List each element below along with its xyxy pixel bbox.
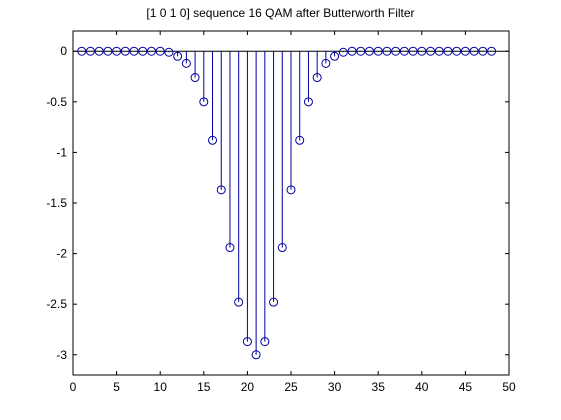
markers [77, 46, 497, 360]
stem-marker [225, 243, 235, 253]
stem-marker [295, 135, 305, 145]
stem-marker [260, 337, 270, 347]
stem-marker [112, 46, 122, 56]
y-tick-label: -3 [56, 348, 67, 362]
stem-marker [286, 185, 296, 195]
stem-marker [120, 46, 130, 56]
x-tick-label: 10 [154, 380, 168, 394]
stem-marker [478, 46, 488, 56]
x-tick-label: 50 [502, 380, 516, 394]
stem-marker [321, 58, 331, 68]
stem-marker [208, 135, 218, 145]
stem-marker [242, 337, 252, 347]
stem-marker [364, 46, 374, 56]
stem-marker [85, 46, 95, 56]
stem-marker [138, 46, 148, 56]
stem-marker [173, 51, 183, 61]
x-axis-ticks: 0 5 10 15 20 25 30 35 40 45 50 [70, 31, 516, 394]
x-tick-label: 15 [197, 380, 211, 394]
y-tick-label: -1.5 [46, 196, 67, 210]
stem-marker [146, 46, 156, 56]
stem-marker [426, 46, 436, 56]
stem-marker [487, 46, 497, 56]
stem-marker [399, 46, 409, 56]
y-tick-label: -2.5 [46, 297, 67, 311]
y-tick-label: -0.5 [46, 95, 67, 109]
stem-marker [452, 46, 462, 56]
x-tick-label: 25 [284, 380, 298, 394]
stem-marker [190, 73, 200, 83]
stem-marker [391, 46, 401, 56]
stem-marker [155, 46, 165, 56]
stem-marker [382, 46, 392, 56]
stem-marker [338, 47, 348, 57]
chart-title: [1 0 1 0] sequence 16 QAM after Butterwo… [146, 6, 415, 20]
y-tick-label: -2 [56, 247, 67, 261]
stem-marker [234, 297, 244, 307]
stem-marker [277, 243, 287, 253]
stem-marker [434, 46, 444, 56]
stem-marker [408, 46, 418, 56]
y-tick-label: 0 [60, 44, 67, 58]
stem-marker [181, 58, 191, 68]
x-tick-label: 20 [241, 380, 255, 394]
stem-marker [269, 297, 279, 307]
stem-marker [469, 46, 479, 56]
x-tick-label: 0 [70, 380, 77, 394]
stem-marker [251, 350, 261, 360]
stem-marker [129, 46, 139, 56]
stem-marker [417, 46, 427, 56]
stem-marker [216, 185, 226, 195]
stem-marker [94, 46, 104, 56]
stem-marker [303, 97, 313, 107]
stems [168, 51, 344, 355]
stem-marker [164, 47, 174, 57]
x-tick-label: 40 [415, 380, 429, 394]
stem-marker [103, 46, 113, 56]
x-tick-label: 5 [113, 380, 120, 394]
x-tick-label: 35 [372, 380, 386, 394]
stem-marker [356, 46, 366, 56]
stem-marker [330, 51, 340, 61]
stem-marker [347, 46, 357, 56]
stem-marker [373, 46, 383, 56]
stem-marker [77, 46, 87, 56]
x-tick-label: 45 [459, 380, 473, 394]
x-tick-label: 30 [328, 380, 342, 394]
y-axis-ticks: 0 -0.5 -1 -1.5 -2 -2.5 -3 [46, 44, 509, 362]
stem-marker [312, 73, 322, 83]
y-tick-label: -1 [56, 145, 67, 159]
stem-marker [443, 46, 453, 56]
stem-marker [460, 46, 470, 56]
stem-marker [199, 97, 209, 107]
